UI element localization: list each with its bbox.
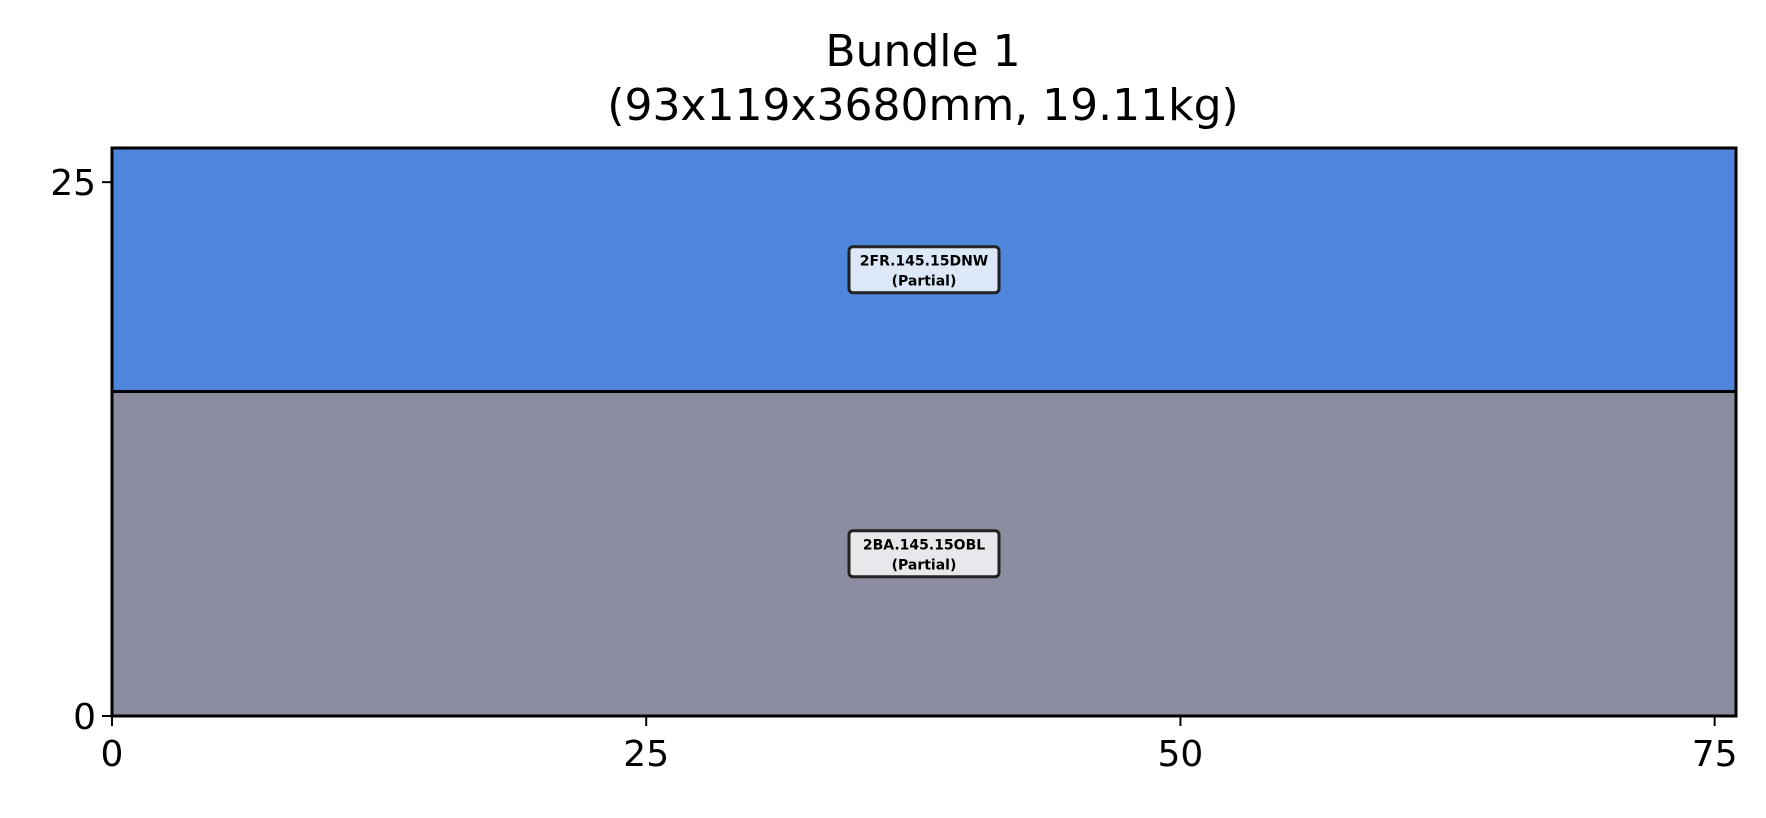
segment-label-name: 2BA.145.15OBL	[863, 538, 985, 554]
plot-frame	[110, 146, 1738, 718]
segment-label-status: (Partial)	[892, 274, 957, 290]
y-tick-label: 25	[50, 163, 96, 204]
chart-title: Bundle 1	[825, 26, 1020, 77]
chart-subtitle: (93x119x3680mm, 19.11kg)	[607, 80, 1238, 131]
segment-label-box	[847, 245, 1001, 295]
x-axis: 0 25 50 75	[101, 716, 1738, 775]
labels-layer: 2BA.145.15OBL (Partial) 2FR.145.15DNW (Part…	[847, 245, 1001, 579]
segments-layer	[110, 146, 1738, 718]
segment-label-name: 2FR.145.15DNW	[860, 254, 988, 270]
x-tick-label: 75	[1692, 734, 1738, 775]
y-axis: 0 25	[50, 163, 112, 738]
segment-label-box	[847, 529, 1001, 579]
y-tick-label: 0	[73, 697, 96, 738]
segment-label-status: (Partial)	[892, 558, 957, 574]
x-tick-label: 25	[623, 734, 669, 775]
x-tick-label: 0	[101, 734, 124, 775]
x-tick-label: 50	[1158, 734, 1204, 775]
